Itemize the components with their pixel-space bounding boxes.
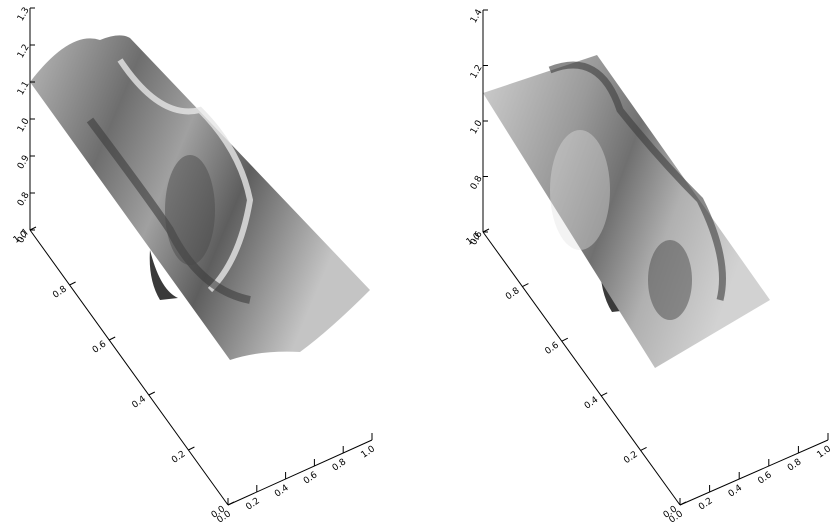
x-tick-label: 0.2 <box>244 496 261 512</box>
y-tick <box>562 338 568 341</box>
x-tick-label: 0.6 <box>756 470 774 487</box>
x-tick-label: 1.0 <box>816 444 834 461</box>
y-tick-label: 0.6 <box>91 339 109 356</box>
y-tick <box>601 393 607 396</box>
y-tick-label: 0.8 <box>504 286 522 303</box>
y-tick-label: 0.2 <box>170 449 187 465</box>
y-tick-label: 0.4 <box>583 395 601 412</box>
z-tick-label: 0.8 <box>16 191 32 209</box>
z-tick-label: 1.3 <box>16 6 32 23</box>
y-tick-label: 0.4 <box>130 394 148 411</box>
z-tick-label: 1.1 <box>16 80 32 97</box>
x-tick-label: 0.6 <box>302 470 320 487</box>
x-tick-label: 0.2 <box>697 496 714 512</box>
x-tick-label: 1.0 <box>360 444 378 461</box>
surface-left <box>30 35 370 360</box>
x-tick-label: 0.4 <box>273 483 291 500</box>
z-tick-label: 1.4 <box>469 8 485 26</box>
surface-right <box>483 55 770 368</box>
x-tick-label: 0.8 <box>331 457 349 474</box>
y-tick <box>70 282 76 285</box>
y-tick <box>522 284 528 287</box>
y-tick <box>149 392 155 395</box>
z-tick-label: 1.2 <box>469 63 485 80</box>
y-tick-label: 0.6 <box>543 340 561 357</box>
figure: 0.70.80.91.01.11.21.30.00.20.40.60.81.00… <box>0 0 835 527</box>
y-tick <box>109 337 115 340</box>
x-axis <box>228 440 372 505</box>
y-tick-label: 0.8 <box>51 284 69 301</box>
x-tick-label: 0.8 <box>786 457 804 474</box>
y-tick-label: 0.2 <box>622 450 639 466</box>
x-tick-label: 0.4 <box>727 483 745 500</box>
y-tick <box>188 447 194 450</box>
z-tick-label: 1.0 <box>469 119 485 137</box>
z-tick-label: 1.2 <box>16 43 32 60</box>
z-tick-label: 0.8 <box>469 174 485 192</box>
z-tick-label: 1.0 <box>16 117 32 135</box>
z-tick-label: 0.9 <box>16 154 32 172</box>
y-tick <box>641 447 647 450</box>
x-axis <box>680 440 828 505</box>
